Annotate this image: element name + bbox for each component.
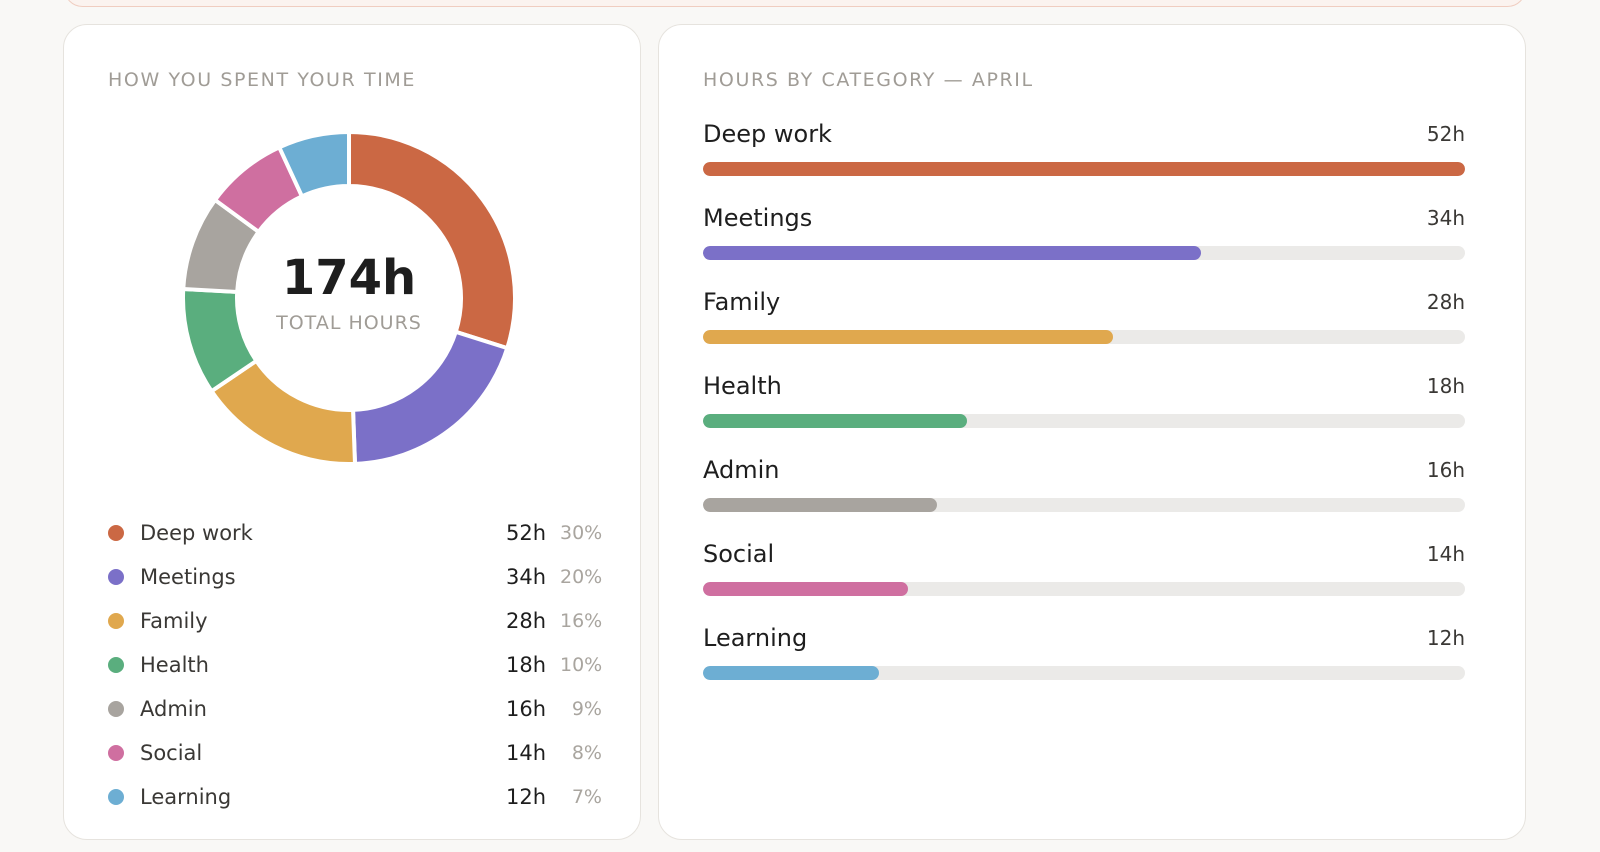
bar-card-title: HOURS BY CATEGORY — APRIL bbox=[703, 69, 1034, 91]
legend-item-deep-work: Deep work 52h 30% bbox=[108, 511, 602, 555]
bar-track bbox=[703, 666, 1465, 680]
bar-fill-meetings bbox=[703, 246, 1201, 260]
bar-value-label: 18h bbox=[1426, 374, 1465, 398]
bar-row-learning: Learning 12h bbox=[703, 624, 1465, 708]
bar-label: Health bbox=[703, 372, 782, 400]
legend-label: Health bbox=[140, 653, 209, 677]
bar-track bbox=[703, 582, 1465, 596]
bar-value-label: 16h bbox=[1426, 458, 1465, 482]
bar-track bbox=[703, 246, 1465, 260]
legend-hours: 18h bbox=[505, 653, 546, 677]
bar-fill-learning bbox=[703, 666, 879, 680]
legend-swatch bbox=[108, 789, 124, 805]
legend-hours: 34h bbox=[505, 565, 546, 589]
donut-svg bbox=[181, 129, 517, 466]
donut-chart: 174h TOTAL HOURS bbox=[178, 127, 520, 469]
legend-hours: 16h bbox=[505, 697, 546, 721]
time-breakdown-card: HOW YOU SPENT YOUR TIME 174h TOTAL HOURS… bbox=[63, 24, 641, 840]
bar-track bbox=[703, 498, 1465, 512]
legend-hours: 28h bbox=[505, 609, 546, 633]
legend-item-social: Social 14h 8% bbox=[108, 731, 602, 775]
legend-percent: 20% bbox=[560, 566, 603, 588]
bar-row-social: Social 14h bbox=[703, 540, 1465, 624]
legend-label: Learning bbox=[140, 785, 232, 809]
legend-item-admin: Admin 16h 9% bbox=[108, 687, 602, 731]
legend-percent: 7% bbox=[571, 786, 602, 808]
legend-hours: 12h bbox=[505, 785, 546, 809]
legend-swatch bbox=[108, 701, 124, 717]
donut-slice-deep-work bbox=[347, 129, 517, 351]
legend-item-health: Health 18h 10% bbox=[108, 643, 602, 687]
legend-swatch bbox=[108, 745, 124, 761]
bar-label: Social bbox=[703, 540, 775, 568]
donut-slice-learning bbox=[276, 129, 351, 200]
legend-percent: 30% bbox=[560, 522, 603, 544]
legend-item-learning: Learning 12h 7% bbox=[108, 775, 602, 819]
legend-percent: 10% bbox=[560, 654, 603, 676]
legend-label: Family bbox=[140, 609, 208, 633]
donut-legend: Deep work 52h 30% Meetings 34h 20% Family 28h 16… bbox=[108, 511, 602, 819]
bar-label: Meetings bbox=[703, 204, 813, 232]
bar-track bbox=[703, 414, 1465, 428]
bar-value-label: 52h bbox=[1426, 122, 1465, 146]
donut-card-title: HOW YOU SPENT YOUR TIME bbox=[108, 69, 416, 91]
legend-hours: 52h bbox=[505, 521, 546, 545]
legend-swatch bbox=[108, 569, 124, 585]
legend-item-meetings: Meetings 34h 20% bbox=[108, 555, 602, 599]
category-bars: Deep work 52h Meetings 34h Family 28h Health 18… bbox=[703, 120, 1465, 708]
bar-value-label: 28h bbox=[1426, 290, 1465, 314]
total-hours-label: TOTAL HOURS bbox=[276, 312, 422, 334]
bar-value-label: 12h bbox=[1426, 626, 1465, 650]
legend-percent: 9% bbox=[571, 698, 602, 720]
bar-label: Admin bbox=[703, 456, 780, 484]
bar-row-family: Family 28h bbox=[703, 288, 1465, 372]
bar-track bbox=[703, 330, 1465, 344]
bar-fill-deep-work bbox=[703, 162, 1465, 176]
legend-item-family: Family 28h 16% bbox=[108, 599, 602, 643]
bar-row-deep-work: Deep work 52h bbox=[703, 120, 1465, 204]
bar-row-admin: Admin 16h bbox=[703, 456, 1465, 540]
legend-swatch bbox=[108, 525, 124, 541]
donut-center: 174h TOTAL HOURS bbox=[178, 127, 520, 469]
bar-value-label: 14h bbox=[1426, 542, 1465, 566]
legend-hours: 14h bbox=[505, 741, 546, 765]
legend-swatch bbox=[108, 657, 124, 673]
legend-percent: 16% bbox=[560, 610, 603, 632]
legend-label: Social bbox=[140, 741, 203, 765]
bar-row-health: Health 18h bbox=[703, 372, 1465, 456]
bar-label: Family bbox=[703, 288, 781, 316]
bar-fill-social bbox=[703, 582, 908, 596]
bar-fill-admin bbox=[703, 498, 937, 512]
legend-label: Admin bbox=[140, 697, 207, 721]
legend-percent: 8% bbox=[571, 742, 602, 764]
bar-value-label: 34h bbox=[1426, 206, 1465, 230]
hours-by-category-card: HOURS BY CATEGORY — APRIL Deep work 52h Me… bbox=[658, 24, 1526, 840]
bar-fill-health bbox=[703, 414, 967, 428]
bar-label: Deep work bbox=[703, 120, 832, 148]
legend-label: Deep work bbox=[140, 521, 253, 545]
top-banner bbox=[64, 0, 1526, 7]
total-hours-value: 174h bbox=[281, 250, 417, 306]
bar-label: Learning bbox=[703, 624, 808, 652]
bar-fill-family bbox=[703, 330, 1113, 344]
bar-row-meetings: Meetings 34h bbox=[703, 204, 1465, 288]
bar-track bbox=[703, 162, 1465, 176]
legend-label: Meetings bbox=[140, 565, 236, 589]
legend-swatch bbox=[108, 613, 124, 629]
